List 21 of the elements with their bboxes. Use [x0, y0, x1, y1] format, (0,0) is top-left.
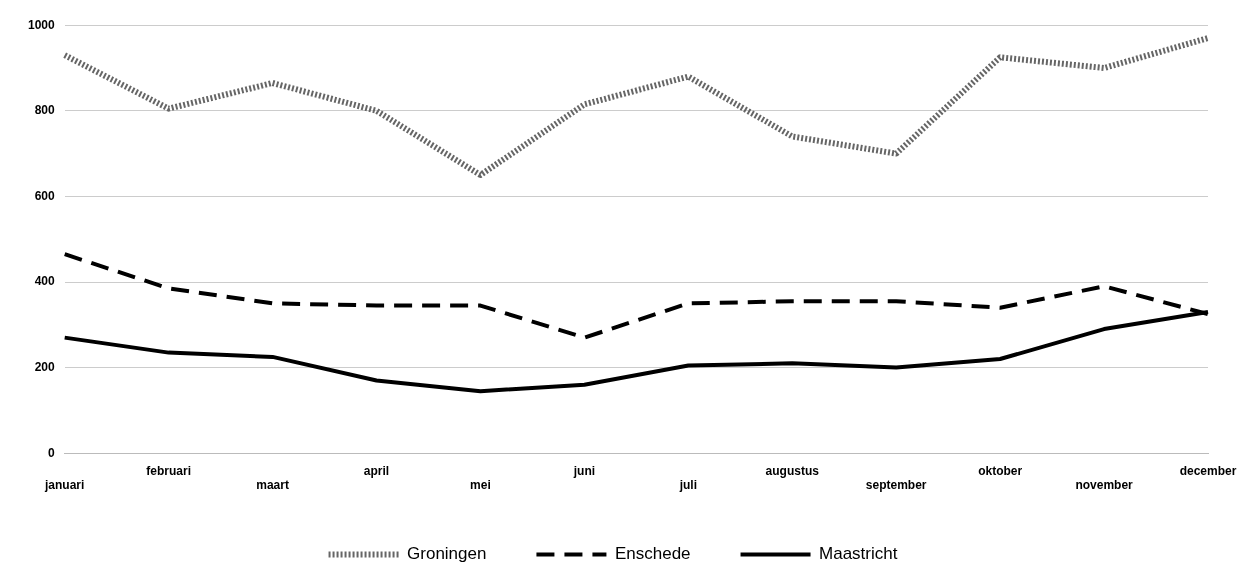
y-tick-label: 600	[34, 188, 56, 203]
legend-label: Groningen	[407, 544, 487, 564]
x-tick-label: december	[1179, 463, 1237, 478]
x-tick-label: januari	[44, 478, 85, 493]
x-tick-label: april	[363, 463, 390, 478]
x-tick-label: augustus	[765, 463, 820, 478]
x-tick-label: juni	[572, 463, 596, 478]
y-tick-label: 0	[48, 445, 56, 460]
y-tick-label: 800	[34, 103, 56, 118]
x-tick-label: mei	[470, 478, 491, 493]
legend-label: Maastricht	[819, 544, 898, 564]
x-tick-label: juli	[678, 478, 697, 493]
x-tick-label: februari	[146, 463, 191, 478]
y-tick-label: 400	[34, 274, 56, 289]
y-tick-label: 1000	[27, 17, 56, 32]
x-tick-label: oktober	[978, 463, 1023, 478]
x-tick-label: maart	[256, 478, 289, 493]
y-tick-label: 200	[34, 359, 56, 374]
x-tick-label: september	[865, 478, 927, 493]
legend-label: Enschede	[614, 544, 691, 564]
x-tick-label: november	[1075, 478, 1134, 493]
